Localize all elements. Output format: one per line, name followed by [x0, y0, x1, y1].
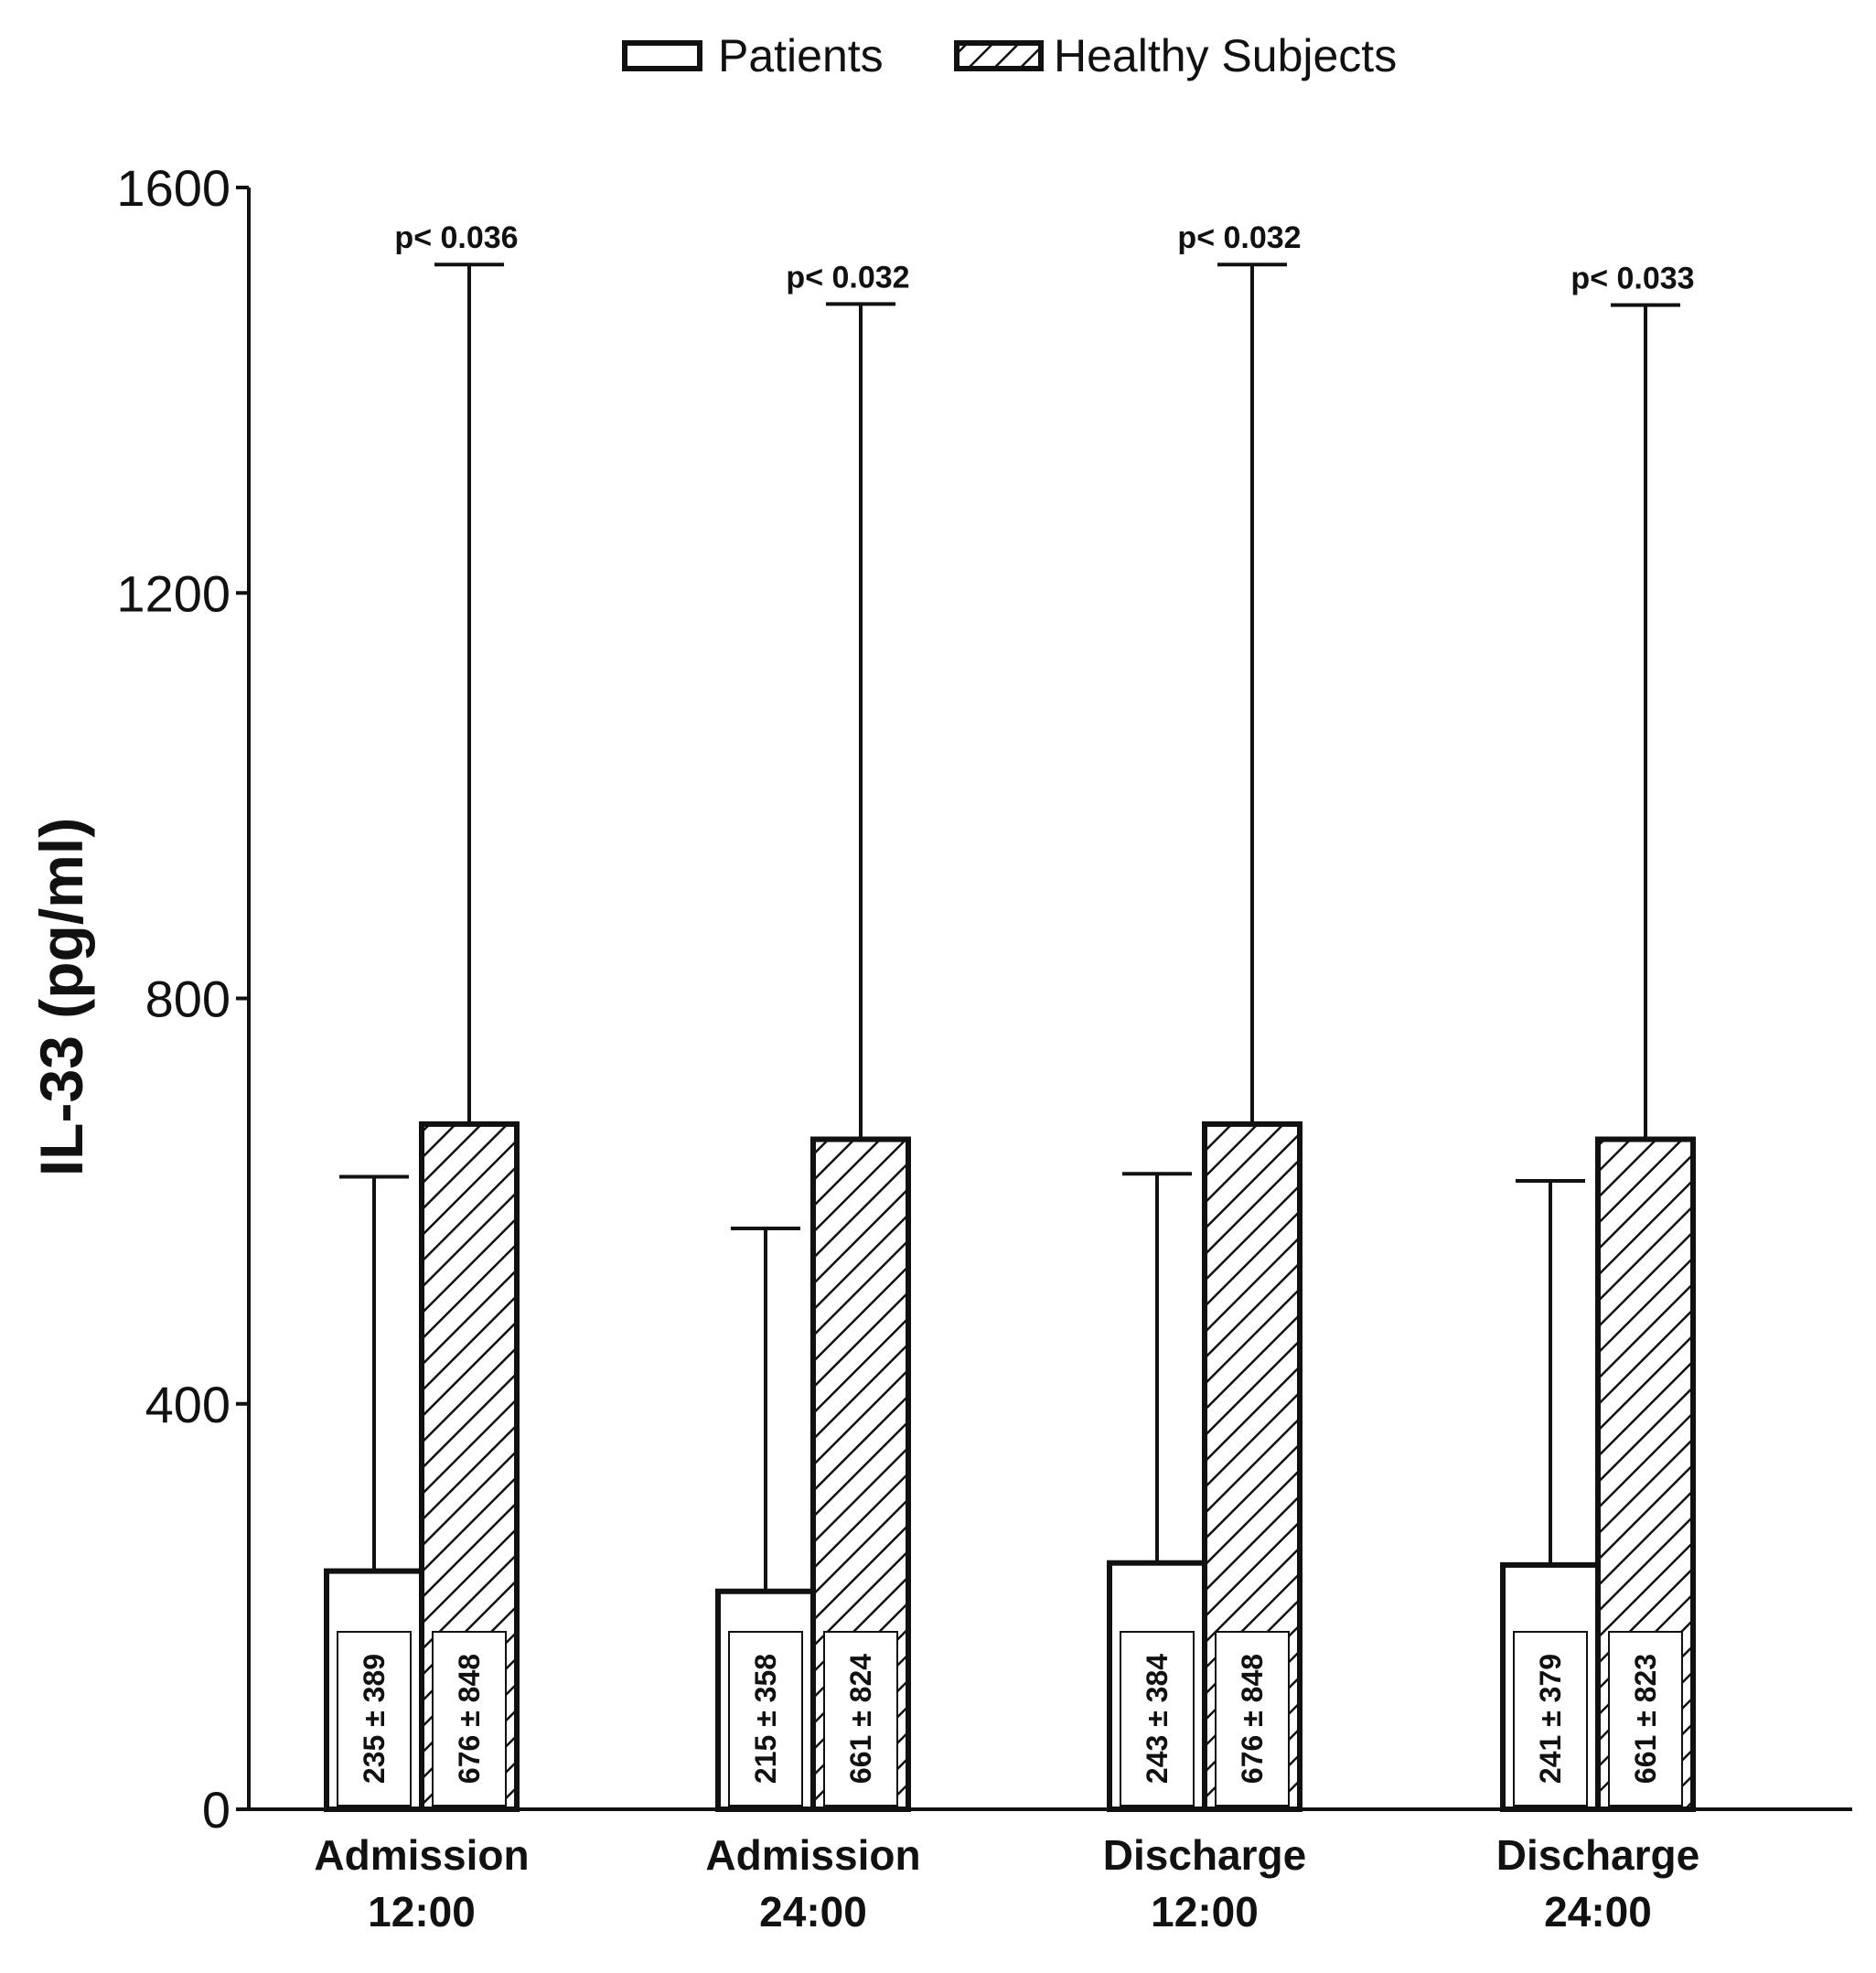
x-category-label-line2: 24:00	[759, 1888, 867, 1935]
value-label: 241 ± 379	[1534, 1654, 1567, 1784]
value-label: 215 ± 358	[749, 1654, 782, 1784]
value-label: 676 ± 848	[453, 1654, 486, 1784]
x-category-label-line1: Admission	[705, 1831, 920, 1879]
p-value-annotation: p< 0.032	[786, 260, 909, 295]
legend: Patients Healthy Subjects	[622, 30, 1397, 81]
x-category-label-line1: Admission	[314, 1831, 529, 1879]
value-label: 243 ± 384	[1141, 1654, 1174, 1784]
y-tick-label: 1600	[116, 159, 230, 217]
x-category-labels: Admission 12:00 Admission 24:00 Discharge 12:…	[314, 1831, 1699, 1935]
y-tick-label: 1200	[116, 564, 230, 622]
p-value-annotation: p< 0.032	[1177, 220, 1301, 255]
y-tick-label: 400	[145, 1376, 230, 1433]
value-label-box	[432, 1631, 507, 1807]
x-category-label-line2: 24:00	[1544, 1888, 1652, 1935]
value-label: 676 ± 848	[1236, 1654, 1269, 1784]
legend-swatch-healthy-subjects	[954, 40, 1044, 71]
value-label-box	[1120, 1631, 1195, 1807]
p-value-annotation: p< 0.033	[1570, 262, 1694, 296]
legend-label-healthy-subjects: Healthy Subjects	[1054, 30, 1397, 81]
value-label: 661 ± 824	[844, 1654, 877, 1784]
y-axis-label: IL-33 (pg/ml)	[27, 818, 95, 1176]
bars: 235 ± 389 676 ± 848 p< 0.036 215 ± 358 661 ±…	[324, 220, 1696, 1813]
value-label: 661 ± 823	[1629, 1654, 1662, 1784]
x-category-label-line2: 12:00	[368, 1888, 476, 1935]
p-value-annotation: p< 0.036	[394, 220, 518, 255]
x-category-label-line2: 12:00	[1151, 1888, 1259, 1935]
legend-swatch-patients	[622, 40, 702, 71]
value-label-box	[1608, 1631, 1683, 1807]
value-label-box	[1215, 1631, 1290, 1807]
legend-label-patients: Patients	[718, 30, 884, 81]
value-label-box	[823, 1631, 898, 1807]
y-tick-label: 800	[145, 970, 230, 1028]
y-axis-label-group: IL-33 (pg/ml)	[27, 818, 95, 1176]
value-label-box	[728, 1631, 803, 1807]
x-category-label-line1: Discharge	[1496, 1831, 1699, 1879]
value-label-box	[1513, 1631, 1588, 1807]
y-tick-label: 0	[202, 1781, 230, 1839]
value-label: 235 ± 389	[358, 1654, 391, 1784]
value-label-box	[337, 1631, 412, 1807]
x-category-label-line1: Discharge	[1103, 1831, 1306, 1879]
